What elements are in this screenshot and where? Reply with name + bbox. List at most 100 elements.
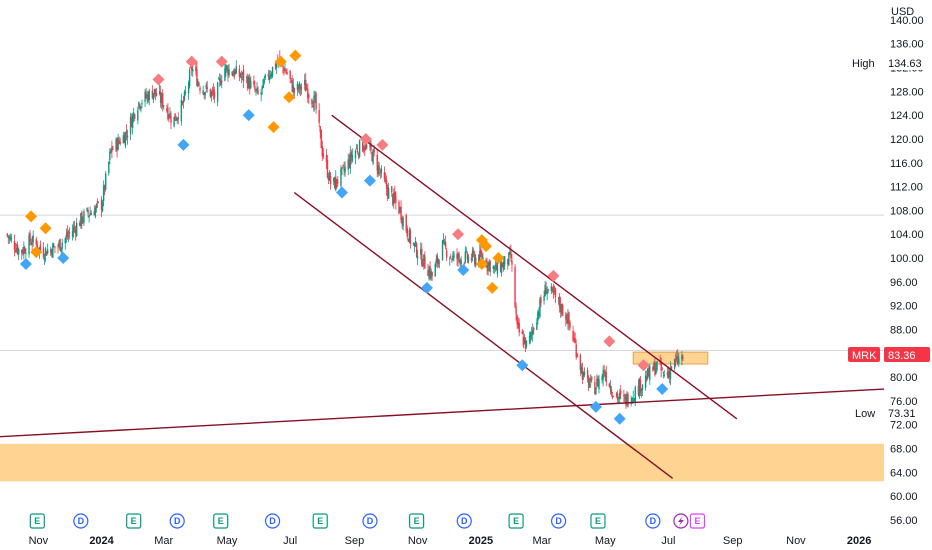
candle-body — [399, 207, 401, 212]
candle-body — [307, 89, 309, 99]
candle-body — [139, 104, 141, 109]
y-tick-label: 120.00 — [890, 134, 924, 146]
candle-body — [24, 248, 26, 253]
y-tick-label: 96.00 — [890, 277, 918, 289]
candle-body — [515, 306, 517, 315]
candle-body — [387, 187, 390, 199]
pivot-high-marker — [475, 258, 488, 270]
candle-body — [169, 113, 171, 118]
candle-body — [523, 339, 526, 344]
candle-body — [15, 248, 18, 252]
candle-body — [634, 387, 636, 402]
pivot-low-marker — [363, 174, 376, 187]
candle-body — [176, 117, 178, 121]
earnings-event-icon — [213, 513, 229, 529]
candle-body — [79, 222, 81, 227]
candle-body — [305, 79, 307, 92]
candle-body — [219, 77, 221, 81]
x-tick-label: May — [217, 535, 238, 547]
candle-body — [257, 89, 259, 94]
x-tick-label: 2026 — [847, 535, 871, 547]
candle-body — [315, 93, 317, 110]
candle-body — [553, 290, 556, 292]
earnings-event-icon — [689, 513, 706, 529]
candle-body — [65, 234, 68, 239]
candle-body — [29, 233, 31, 243]
pivot-major-high-marker — [452, 228, 465, 241]
candles-layer — [6, 50, 684, 409]
candle-body — [660, 363, 662, 371]
y-tick-label: 140.00 — [890, 15, 924, 27]
earnings-event-letter: E — [513, 516, 519, 526]
candle-body — [394, 192, 396, 200]
candle-body — [211, 89, 214, 92]
candle-body — [209, 89, 212, 98]
pivot-high-marker — [25, 210, 38, 223]
candle-body — [30, 243, 32, 245]
candle-body — [480, 248, 482, 256]
candle-body — [602, 370, 604, 380]
pivot-markers-layer — [19, 49, 669, 425]
candle-body — [141, 102, 143, 105]
candle-body — [369, 145, 371, 148]
pivot-major-high-marker — [547, 269, 560, 282]
candle-body — [298, 82, 301, 89]
candle-body — [562, 304, 564, 316]
high-label: High — [852, 58, 875, 70]
last-price-badge — [884, 347, 930, 362]
candle-body — [233, 70, 235, 77]
candle-body — [623, 395, 625, 397]
candle-body — [575, 344, 577, 358]
candle-body — [89, 212, 91, 216]
candle-body — [25, 253, 27, 254]
candle-body — [159, 92, 162, 103]
candle-body — [224, 68, 226, 81]
candle-body — [371, 152, 373, 162]
pivot-high-marker — [492, 252, 505, 265]
candle-body — [71, 231, 74, 237]
candle-body — [430, 270, 432, 279]
candle-body — [494, 264, 497, 267]
candle-body — [264, 74, 267, 78]
candle-body — [463, 262, 465, 264]
candle-body — [421, 249, 423, 266]
candle-body — [118, 140, 120, 142]
candle-body — [517, 321, 519, 325]
candle-body — [45, 251, 48, 256]
candle-body — [533, 327, 535, 331]
candle-body — [528, 336, 531, 342]
candle-body — [415, 243, 418, 257]
candle-body — [349, 152, 351, 169]
candle-body — [560, 304, 563, 314]
candle-body — [460, 260, 462, 265]
candle-body — [347, 159, 349, 170]
candle-body — [384, 179, 387, 182]
candle-body — [508, 252, 510, 266]
candle-body — [246, 77, 249, 89]
candle-body — [242, 69, 245, 82]
candle-body — [645, 377, 648, 381]
candle-body — [464, 251, 467, 263]
candle-body — [245, 76, 248, 79]
candle-body — [609, 386, 612, 390]
candle-body — [364, 146, 366, 151]
candle-body — [329, 176, 332, 184]
candle-body — [9, 236, 12, 240]
candle-body — [340, 168, 342, 186]
candle-body — [148, 90, 150, 101]
candle-body — [457, 253, 459, 260]
candle-body — [591, 377, 593, 380]
candle-body — [54, 246, 56, 248]
candle-body — [405, 214, 407, 232]
earnings-event-icon — [312, 513, 328, 529]
candle-body — [414, 241, 417, 246]
x-tick-label: Nov — [408, 535, 428, 547]
candle-body — [28, 235, 30, 255]
candle-body — [434, 263, 436, 277]
candle-body — [226, 66, 228, 69]
candle-body — [283, 68, 285, 74]
candle-body — [373, 148, 375, 153]
high-badge — [884, 55, 930, 70]
candle-body — [611, 395, 614, 398]
